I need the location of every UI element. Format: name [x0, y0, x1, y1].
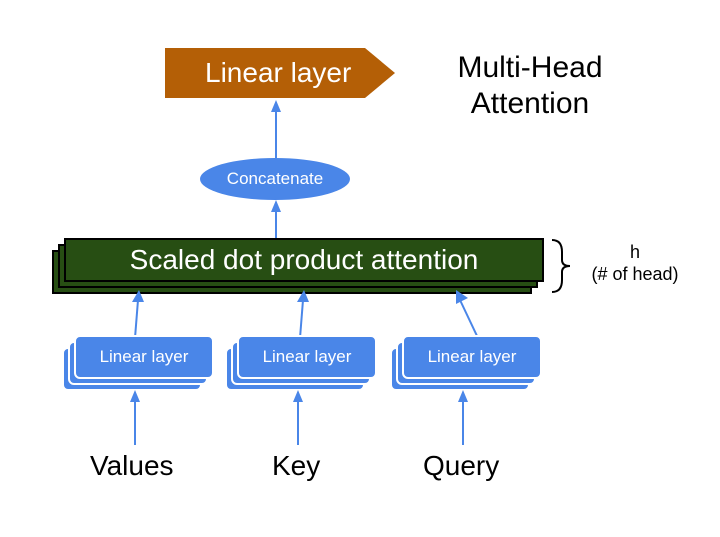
arrow-k-to-attn [285, 290, 315, 338]
input-key-label: Key [272, 450, 320, 482]
attention-stack: Scaled dot product attention [52, 238, 542, 290]
attn-layer-front: Scaled dot product attention [64, 238, 544, 282]
arrow-key-to-lin [290, 390, 306, 445]
lin-q-front: Linear layer [402, 335, 542, 379]
lin-v-label: Linear layer [100, 347, 189, 367]
arrow-attn-to-concat [268, 200, 284, 240]
concatenate-node: Concatenate [200, 158, 350, 200]
lin-k-front: Linear layer [237, 335, 377, 379]
brace-icon [548, 238, 578, 294]
arrow-values-to-lin [127, 390, 143, 445]
arrow-q-to-attn [448, 290, 488, 338]
lin-k-label: Linear layer [263, 347, 352, 367]
attn-label: Scaled dot product attention [130, 244, 479, 276]
input-query-label: Query [423, 450, 499, 482]
brace-text: h (# of head) [580, 242, 690, 285]
lin-q-label: Linear layer [428, 347, 517, 367]
linear-v-stack: Linear layer [62, 335, 212, 387]
arrow-v-to-attn [120, 290, 150, 338]
input-values-label: Values [90, 450, 174, 482]
title-line2: Attention [430, 86, 630, 122]
linear-k-stack: Linear layer [225, 335, 375, 387]
title-line1: Multi-Head [430, 50, 630, 86]
brace-line1: h [580, 242, 690, 264]
arrow-query-to-lin [455, 390, 471, 445]
arrow-concat-to-linear [268, 100, 284, 158]
linear-q-stack: Linear layer [390, 335, 540, 387]
linear-top-label: Linear layer [205, 57, 351, 89]
concat-label: Concatenate [227, 169, 323, 189]
linear-layer-top: Linear layer [165, 48, 395, 98]
diagram-title: Multi-HeadAttention [430, 50, 630, 122]
lin-v-front: Linear layer [74, 335, 214, 379]
brace-line2: (# of head) [580, 264, 690, 286]
